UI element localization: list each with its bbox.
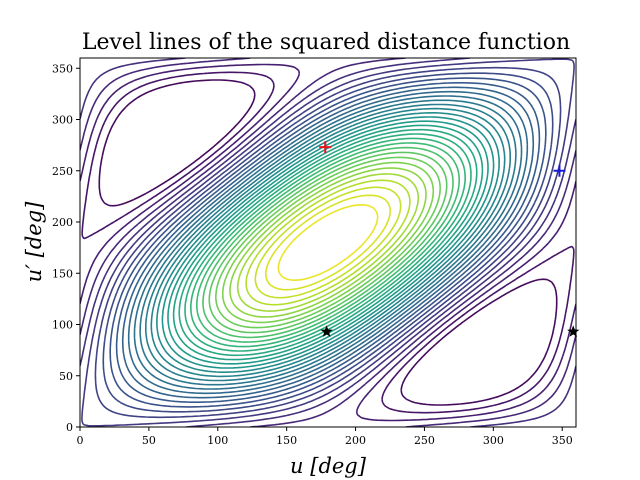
contour-level [156,112,500,373]
y-axis-label: u′ [deg] [22,201,46,282]
x-tick-label: 0 [77,434,84,447]
plot-area [80,58,580,427]
contour-level [98,79,558,406]
contour-level [139,99,517,386]
x-tick-label: 300 [483,434,504,447]
x-tick-label: 150 [276,434,297,447]
y-tick-label: 0 [66,421,73,434]
x-tick-label: 50 [142,434,156,447]
critical-point-markers [319,141,580,337]
contour-level [245,179,411,306]
contour-level [221,161,435,324]
contour-level [81,71,575,414]
x-tick-label: 100 [207,434,228,447]
contour-level [202,146,454,339]
y-tick-label: 200 [52,216,73,229]
y-tick-label: 150 [52,267,73,280]
contour-level [184,133,472,352]
contour-level [145,103,511,382]
contour-lines [80,58,576,427]
contour-level [265,194,391,291]
contour-level [254,186,402,299]
plot-frame [79,57,577,428]
contour-level [81,58,575,427]
contour-level [161,116,495,369]
contour-level [102,72,554,413]
contour-level [208,151,448,334]
contour-level [115,82,541,403]
contour-level [229,167,427,318]
contour-level [178,128,478,357]
saddle-marker [567,325,580,337]
maximum-marker [319,141,332,154]
saddle-marker [320,325,333,337]
contour-level [80,63,576,422]
contour-level [94,66,562,419]
contour-level [121,86,535,399]
y-axis-ticks: 0 50 100 150 200 250 300 350 [52,62,80,434]
x-tick-label: 350 [552,434,573,447]
contour-level [127,90,529,395]
contour-level [236,173,420,312]
x-axis-ticks: 0 50 100 150 200 250 300 350 [77,427,573,447]
contour-level [172,124,484,361]
y-tick-label: 250 [52,165,73,178]
chart-title: Level lines of the squared distance func… [82,30,570,55]
contour-level [109,77,547,408]
contour-level [277,204,379,281]
y-tick-label: 100 [52,319,73,332]
y-tick-label: 300 [52,114,73,127]
contour-level [167,120,489,365]
y-tick-label: 50 [59,370,73,383]
contour-level [150,107,506,378]
y-tick-label: 350 [52,62,73,75]
contour-level [215,156,441,329]
minimum-marker [553,164,566,177]
x-tick-label: 200 [345,434,366,447]
contour-level [196,142,460,343]
x-tick-label: 250 [414,434,435,447]
contour-level [190,137,466,348]
contour-level [133,95,523,390]
x-axis-label: u [deg] [290,454,367,478]
